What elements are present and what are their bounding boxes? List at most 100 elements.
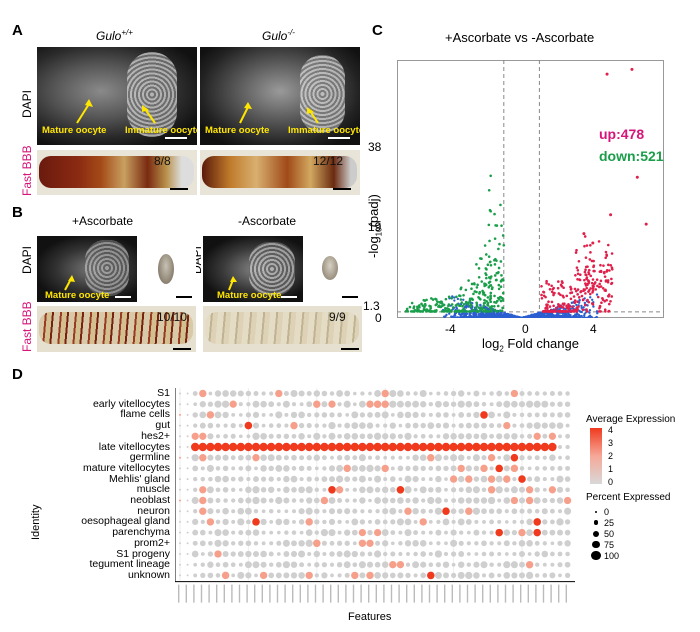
volcano-point-ns — [508, 314, 512, 317]
dotplot-dot — [358, 539, 367, 547]
dotplot-dot — [231, 573, 236, 578]
dotplot-dot — [381, 442, 390, 452]
volcano-point-down — [489, 291, 493, 295]
dotplot-dot — [443, 455, 449, 461]
dotplot-dot — [435, 529, 442, 536]
dotplot-dot — [443, 465, 449, 472]
dotplot-dot — [269, 391, 274, 396]
dotplot-dot — [291, 530, 297, 535]
dotplot-dot — [252, 411, 260, 419]
volcano-point-down — [429, 307, 432, 310]
volcano-ytick-1-3: 1.3 — [363, 299, 380, 313]
volcano-point-up — [587, 300, 591, 304]
dotplot-dot — [533, 422, 541, 430]
volcano-point-ns — [453, 299, 456, 302]
volcano-point-down — [493, 274, 497, 277]
dotplot-dot — [328, 486, 336, 494]
dotplot-dot — [343, 442, 352, 452]
dotplot-dot — [276, 433, 282, 439]
stain-fastbbb-minus: 9/9 — [203, 306, 362, 352]
volcano-point-down — [482, 304, 485, 308]
volcano-point-up — [583, 270, 587, 274]
volcano-point-up — [572, 295, 576, 298]
volcano-point-up — [574, 251, 578, 254]
dotplot-dot — [367, 455, 373, 460]
dotplot-dot — [489, 519, 495, 525]
dotplot-dot — [253, 391, 259, 396]
volcano-point-down — [479, 257, 482, 260]
feature-tick-label — [459, 584, 461, 603]
dotplot-dot — [222, 454, 229, 461]
dotplot-dot — [282, 400, 290, 408]
dotplot-dot — [381, 464, 389, 473]
dotplot-dot — [366, 571, 374, 580]
identity-label: early vitellocytes — [92, 397, 170, 410]
dotplot-dot — [527, 508, 533, 514]
dotplot-dot — [329, 412, 335, 418]
dotplot-dot — [208, 540, 213, 546]
volcano-point-down — [501, 234, 505, 237]
volcano-point-ns — [489, 312, 493, 315]
dotplot-dot — [179, 413, 181, 416]
dotplot-dot — [564, 412, 571, 418]
dotplot-dot — [321, 540, 327, 546]
dotplot-dot — [450, 433, 457, 440]
dotplot-dot — [298, 433, 305, 440]
dotplot-dot — [389, 507, 397, 515]
volcano-point-down — [477, 295, 480, 299]
volcano-point-up — [609, 264, 613, 267]
volcano-point-ns — [583, 312, 586, 316]
dotplot-dot — [321, 390, 328, 397]
dotplot-dot — [238, 476, 244, 482]
volcano-point-down — [486, 263, 490, 266]
dotplot-dot — [406, 455, 410, 460]
dotplot-dot — [352, 455, 358, 461]
volcano-point-up — [603, 299, 607, 303]
dotplot-dot — [564, 561, 571, 568]
volcano-point-ns — [464, 306, 468, 309]
dotplot-dot — [343, 432, 351, 440]
dotplot-dot — [381, 529, 389, 537]
dotplot-dot — [179, 456, 181, 459]
dotplot-dot — [488, 572, 495, 579]
dotplot-dot — [420, 422, 426, 429]
dotplot-dot — [307, 412, 312, 418]
volcano-point-down — [436, 300, 439, 303]
dotplot-dot — [336, 561, 343, 568]
dotplot-dot — [534, 551, 540, 557]
dotplot-dot — [336, 475, 344, 483]
dotplot-dot — [215, 519, 221, 525]
dotplot-dot — [540, 442, 549, 452]
dotplot-dot — [179, 499, 181, 502]
dotplot-dot — [519, 519, 525, 525]
dotplot-dot — [405, 391, 411, 396]
dotplot-dot — [284, 412, 289, 417]
dotplot-dot — [396, 442, 405, 452]
dotplot-dot — [244, 421, 253, 430]
dotplot-dot — [396, 486, 405, 494]
dotplot-dot — [246, 434, 251, 439]
dotplot-dot — [510, 561, 518, 569]
volcano-point-down — [466, 303, 470, 306]
dotplot-dot — [465, 571, 473, 580]
volcano-point-ns — [461, 315, 465, 318]
volcano-point-up — [592, 269, 595, 273]
dotplot-dot — [481, 540, 487, 547]
dotplot-dot — [207, 551, 214, 557]
dotplot-dot — [472, 486, 480, 494]
volcano-point-up — [588, 258, 592, 261]
dotplot-dot — [352, 498, 357, 503]
dotplot-dot — [511, 508, 518, 515]
dotplot-dot — [420, 551, 427, 557]
dotplot-dot — [404, 507, 412, 515]
dotplot-dot — [193, 573, 198, 578]
dotplot-dot — [298, 422, 305, 429]
dotplot-dot — [450, 539, 458, 547]
dotplot-dot — [305, 518, 313, 526]
volcano-point-down — [483, 301, 486, 305]
volcano-point-down — [418, 310, 422, 313]
dotplot-dot — [345, 487, 350, 492]
dotplot-dot — [548, 442, 557, 452]
dotplot-dot — [381, 389, 389, 398]
volcano-xtick-4: 4 — [590, 322, 597, 336]
